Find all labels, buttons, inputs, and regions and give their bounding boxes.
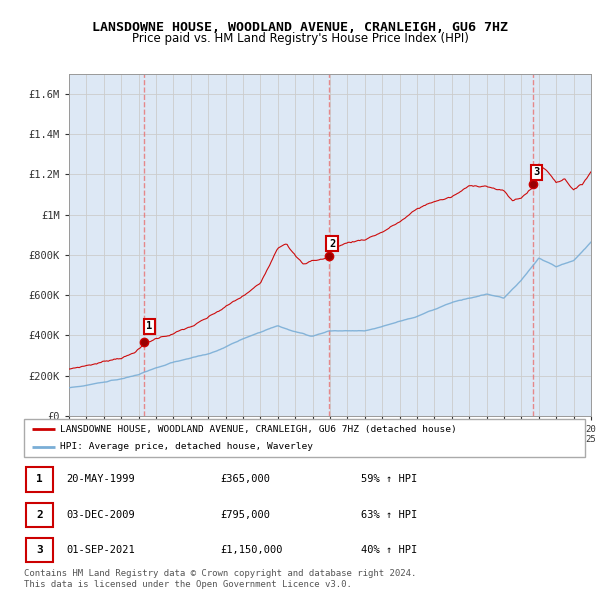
- Text: 01-SEP-2021: 01-SEP-2021: [66, 545, 135, 555]
- Text: £795,000: £795,000: [220, 510, 271, 520]
- Text: 1: 1: [37, 474, 43, 484]
- Text: Price paid vs. HM Land Registry's House Price Index (HPI): Price paid vs. HM Land Registry's House …: [131, 32, 469, 45]
- Text: 03-DEC-2009: 03-DEC-2009: [66, 510, 135, 520]
- Text: 3: 3: [37, 545, 43, 555]
- Text: £1,150,000: £1,150,000: [220, 545, 283, 555]
- Text: 2: 2: [329, 239, 335, 249]
- Text: 40% ↑ HPI: 40% ↑ HPI: [361, 545, 417, 555]
- Text: Contains HM Land Registry data © Crown copyright and database right 2024.
This d: Contains HM Land Registry data © Crown c…: [24, 569, 416, 589]
- Bar: [26, 503, 53, 527]
- Text: 63% ↑ HPI: 63% ↑ HPI: [361, 510, 417, 520]
- Text: LANSDOWNE HOUSE, WOODLAND AVENUE, CRANLEIGH, GU6 7HZ (detached house): LANSDOWNE HOUSE, WOODLAND AVENUE, CRANLE…: [61, 425, 457, 434]
- Text: 59% ↑ HPI: 59% ↑ HPI: [361, 474, 417, 484]
- Text: LANSDOWNE HOUSE, WOODLAND AVENUE, CRANLEIGH, GU6 7HZ: LANSDOWNE HOUSE, WOODLAND AVENUE, CRANLE…: [92, 21, 508, 34]
- Bar: [26, 538, 53, 562]
- Text: 1: 1: [146, 322, 153, 332]
- Text: HPI: Average price, detached house, Waverley: HPI: Average price, detached house, Wave…: [61, 442, 313, 451]
- Text: £365,000: £365,000: [220, 474, 271, 484]
- Text: 2: 2: [37, 510, 43, 520]
- Text: 20-MAY-1999: 20-MAY-1999: [66, 474, 135, 484]
- Text: 3: 3: [533, 168, 539, 178]
- Bar: [26, 467, 53, 491]
